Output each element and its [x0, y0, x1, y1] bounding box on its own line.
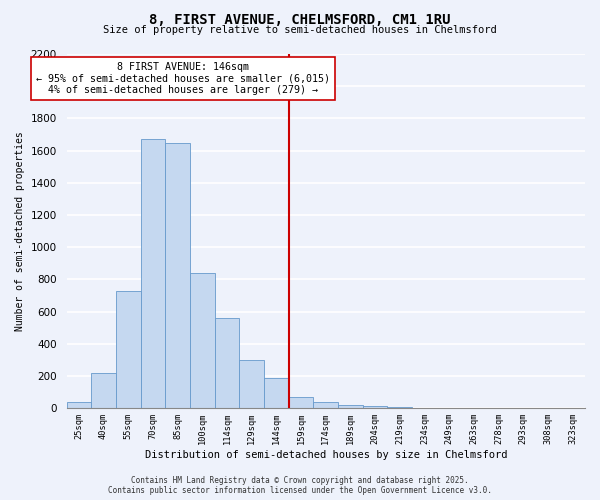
Text: Size of property relative to semi-detached houses in Chelmsford: Size of property relative to semi-detach… [103, 25, 497, 35]
Y-axis label: Number of semi-detached properties: Number of semi-detached properties [15, 131, 25, 331]
Bar [313, 402, 338, 408]
Text: Contains HM Land Registry data © Crown copyright and database right 2025.
Contai: Contains HM Land Registry data © Crown c… [108, 476, 492, 495]
Bar [289, 397, 313, 408]
Bar [190, 273, 215, 408]
Bar [239, 360, 264, 408]
Bar [215, 318, 239, 408]
Bar [67, 402, 91, 408]
Bar [363, 406, 388, 408]
X-axis label: Distribution of semi-detached houses by size in Chelmsford: Distribution of semi-detached houses by … [145, 450, 507, 460]
Bar [264, 378, 289, 408]
Bar [116, 290, 140, 408]
Bar [140, 140, 165, 408]
Text: 8 FIRST AVENUE: 146sqm
← 95% of semi-detached houses are smaller (6,015)
4% of s: 8 FIRST AVENUE: 146sqm ← 95% of semi-det… [35, 62, 329, 95]
Bar [338, 405, 363, 408]
Text: 8, FIRST AVENUE, CHELMSFORD, CM1 1RU: 8, FIRST AVENUE, CHELMSFORD, CM1 1RU [149, 12, 451, 26]
Bar [91, 372, 116, 408]
Bar [165, 142, 190, 408]
